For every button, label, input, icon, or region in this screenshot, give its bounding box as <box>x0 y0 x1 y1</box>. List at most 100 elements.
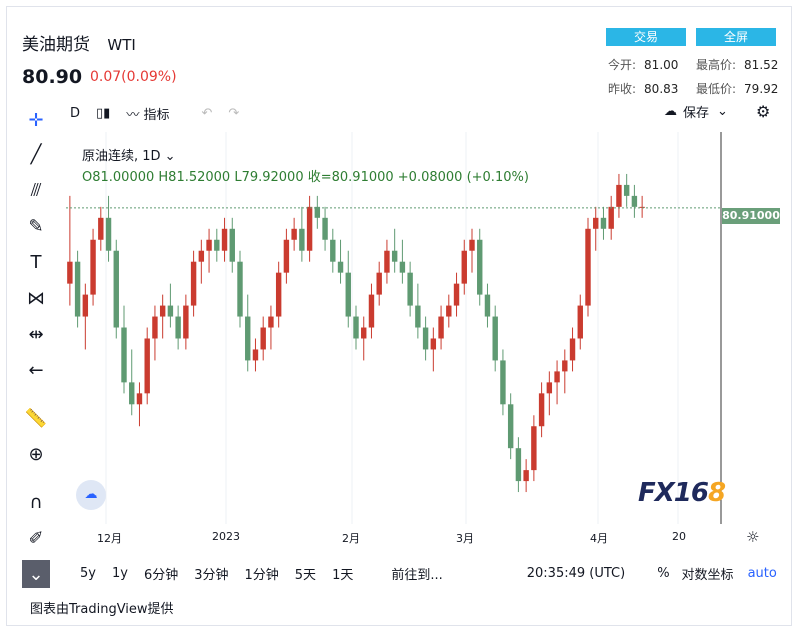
candle-body <box>283 239 290 273</box>
footer-credit[interactable]: 图表由TradingView提供 <box>30 602 174 617</box>
last-price-tag: 80.91000 <box>722 208 780 224</box>
trend-line-icon[interactable]: ╱ <box>30 143 42 165</box>
candle-body <box>546 382 553 394</box>
range-6min[interactable]: 6分钟 <box>143 568 179 583</box>
candle-type-icon[interactable]: ▯▮ <box>96 105 111 121</box>
candle-body <box>299 228 305 251</box>
save-button[interactable]: ☁ 保存 ⌄ <box>664 102 728 121</box>
candle-body <box>136 393 143 405</box>
zoom-in-icon[interactable]: ⊕ <box>28 443 44 465</box>
candle <box>144 327 150 405</box>
settings-gear-icon[interactable]: ⚙ <box>756 102 771 121</box>
goto-date-button[interactable]: 前往到... <box>391 568 443 583</box>
candle <box>190 250 197 317</box>
trade-button[interactable]: 交易 <box>606 28 686 46</box>
range-1min[interactable]: 1分钟 <box>244 568 279 583</box>
candle-body <box>492 316 498 361</box>
candle <box>546 371 553 416</box>
candle-body <box>214 239 220 251</box>
brush-icon[interactable]: ✎ <box>28 215 44 237</box>
range-1y[interactable]: 1y <box>111 566 128 581</box>
candle <box>538 382 545 438</box>
candle-body <box>113 250 119 328</box>
redo-icon[interactable]: ↷ <box>228 105 240 121</box>
candle-body <box>144 338 150 394</box>
instrument-name: 美油期货 <box>22 35 90 55</box>
clock-time[interactable]: 20:35:49 (UTC) <box>526 566 626 581</box>
range-5y[interactable]: 5y <box>80 566 96 581</box>
candle-body <box>190 261 197 306</box>
series-name: 原油连续, 1D <box>82 149 161 164</box>
candle-body <box>623 184 630 196</box>
interval-selector[interactable]: D <box>70 105 81 121</box>
candle-body <box>314 206 321 218</box>
range-1d[interactable]: 1天 <box>332 568 354 583</box>
candle <box>337 239 344 284</box>
fib-icon[interactable]: ⫻ <box>30 179 42 201</box>
pattern-icon[interactable]: ⋈ <box>27 287 45 309</box>
fullscreen-button[interactable]: 全屏 <box>696 28 776 46</box>
candle <box>631 184 638 218</box>
candle-body <box>152 316 158 339</box>
ruler-icon[interactable]: 📏 <box>24 407 48 429</box>
candle-body <box>538 393 545 427</box>
candle <box>105 195 112 262</box>
chart-widget <box>6 6 792 626</box>
candle <box>477 228 483 306</box>
candle <box>384 239 390 284</box>
candle <box>469 228 475 273</box>
collapse-toolbar-icon[interactable]: ⌄ <box>22 560 50 588</box>
log-scale-toggle[interactable]: 对数坐标 <box>681 568 734 583</box>
range-3min[interactable]: 3分钟 <box>194 568 229 583</box>
magnet-icon[interactable]: ∩ <box>29 491 43 513</box>
stat-high: 最高价: 81.52 <box>696 58 779 72</box>
text-icon[interactable]: T <box>30 251 42 273</box>
candle <box>453 272 460 317</box>
candle-body <box>438 316 444 339</box>
candle <box>121 305 127 394</box>
stat-open: 今开: 81.00 <box>608 58 679 72</box>
indicators-label: 指标 <box>143 107 170 123</box>
back-arrow-icon[interactable]: ← <box>28 359 44 381</box>
candle <box>500 349 506 416</box>
chart-legend-ohlc: O81.00000 H81.52000 L79.92000 收=80.91000… <box>82 170 529 185</box>
candle <box>183 294 189 350</box>
candle-body <box>608 206 614 229</box>
auto-scale-toggle[interactable]: auto <box>747 566 777 581</box>
candle-body <box>221 228 228 251</box>
candle <box>229 217 235 273</box>
candle <box>330 228 336 273</box>
measure-lines-icon[interactable]: ⇹ <box>28 323 44 345</box>
percent-toggle[interactable]: % <box>657 566 670 581</box>
crosshair-icon[interactable]: ✛ <box>28 109 44 131</box>
candle <box>90 228 96 306</box>
candle-body <box>361 327 367 339</box>
candle <box>252 338 259 372</box>
undo-icon[interactable]: ↶ <box>201 105 213 121</box>
candle-body <box>446 305 452 317</box>
candle <box>129 349 135 416</box>
candle <box>569 327 576 372</box>
chart-legend-title[interactable]: 原油连续, 1D ⌄ <box>82 149 176 164</box>
indicators-button[interactable]: 〰 指标 <box>126 107 170 123</box>
instrument-title: 美油期货 WTI <box>22 30 136 55</box>
range-5d[interactable]: 5天 <box>294 568 317 583</box>
axis-settings-icon[interactable]: ☼ <box>746 528 760 546</box>
candle-body <box>345 272 351 317</box>
candle-body <box>268 316 274 328</box>
candle <box>306 195 313 262</box>
x-tick-dec: 12月 <box>97 532 122 545</box>
candle <box>639 195 645 218</box>
candle <box>399 239 406 284</box>
candle <box>577 294 583 350</box>
candlestick-chart[interactable] <box>66 132 722 524</box>
candle-body <box>631 195 638 207</box>
tradingview-logo-icon[interactable]: ☁ <box>76 480 106 510</box>
candle <box>623 173 630 207</box>
lock-drawing-icon[interactable]: ✐ <box>28 527 44 549</box>
candle <box>422 316 429 361</box>
candle <box>492 305 498 372</box>
candle-body <box>484 294 491 317</box>
candle-body <box>523 470 529 482</box>
candle-body <box>430 338 437 350</box>
